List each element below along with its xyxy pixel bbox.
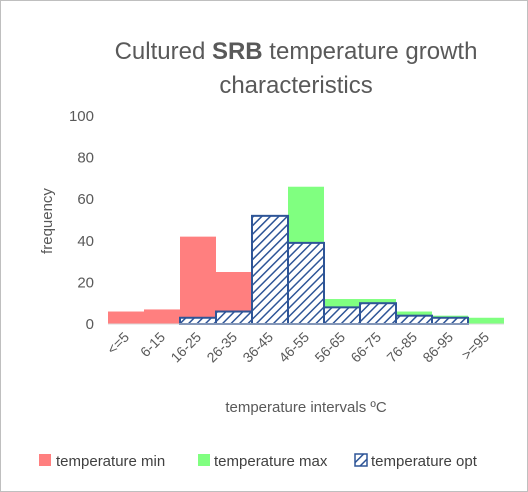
bar-temperature-opt-2 xyxy=(179,316,217,326)
y-axis-ticks: 0 20 40 60 80 100 xyxy=(69,108,94,333)
x-tick-label: 6-15 xyxy=(137,329,168,360)
x-tick-label: <=5 xyxy=(104,329,133,358)
legend-swatch-temperature-opt xyxy=(354,453,368,467)
bar-temperature-opt-6 xyxy=(323,306,361,325)
x-tick-label: 46-55 xyxy=(275,329,312,366)
bar-temperature-min-2 xyxy=(180,236,216,324)
bar-temperature-opt-9 xyxy=(431,316,469,326)
bar-temperature-opt-5 xyxy=(287,241,325,326)
x-tick-label: 16-25 xyxy=(167,329,204,366)
legend-swatch-temperature-min xyxy=(39,454,51,466)
legend-swatch-temperature-max xyxy=(198,454,210,466)
x-tick-label: 26-35 xyxy=(203,329,240,366)
x-tick-label: 86-95 xyxy=(419,329,456,366)
bar-temperature-opt-3 xyxy=(215,310,253,325)
x-tick-label: 36-45 xyxy=(239,329,276,366)
x-axis-title: temperature intervals ºC xyxy=(225,399,387,416)
y-tick-label: 80 xyxy=(77,150,94,167)
chart-title-line2: characteristics xyxy=(219,72,372,99)
y-tick-label: 60 xyxy=(77,191,94,208)
series-temperature-opt xyxy=(179,214,469,326)
y-axis-title: frequency xyxy=(39,188,56,254)
bar-temperature-min-1 xyxy=(144,309,180,324)
legend: temperature min temperature max temperat… xyxy=(39,453,478,470)
legend-label-temperature-min: temperature min xyxy=(56,453,165,470)
y-tick-label: 100 xyxy=(69,108,94,125)
legend-label-temperature-max: temperature max xyxy=(214,453,328,470)
chart-title-line1: Cultured SRB temperature growth xyxy=(115,38,478,65)
bar-temperature-min-0 xyxy=(108,311,144,324)
x-tick-label: >=95 xyxy=(458,329,492,363)
x-tick-label: 56-65 xyxy=(311,329,348,366)
x-tick-label: 76-85 xyxy=(383,329,420,366)
legend-label-temperature-opt: temperature opt xyxy=(371,453,478,470)
y-tick-label: 0 xyxy=(86,316,94,333)
bar-temperature-opt-7 xyxy=(359,302,397,326)
y-tick-label: 40 xyxy=(77,233,94,250)
bar-temperature-opt-8 xyxy=(395,314,433,325)
x-tick-label: 66-75 xyxy=(347,329,384,366)
y-tick-label: 20 xyxy=(77,274,94,291)
bar-temperature-opt-4 xyxy=(251,214,289,325)
x-axis-ticks: <=5 6-15 16-25 26-35 36-45 46-55 56-65 66-75 76-… xyxy=(104,329,493,366)
bar-temperature-max-10 xyxy=(468,317,504,324)
